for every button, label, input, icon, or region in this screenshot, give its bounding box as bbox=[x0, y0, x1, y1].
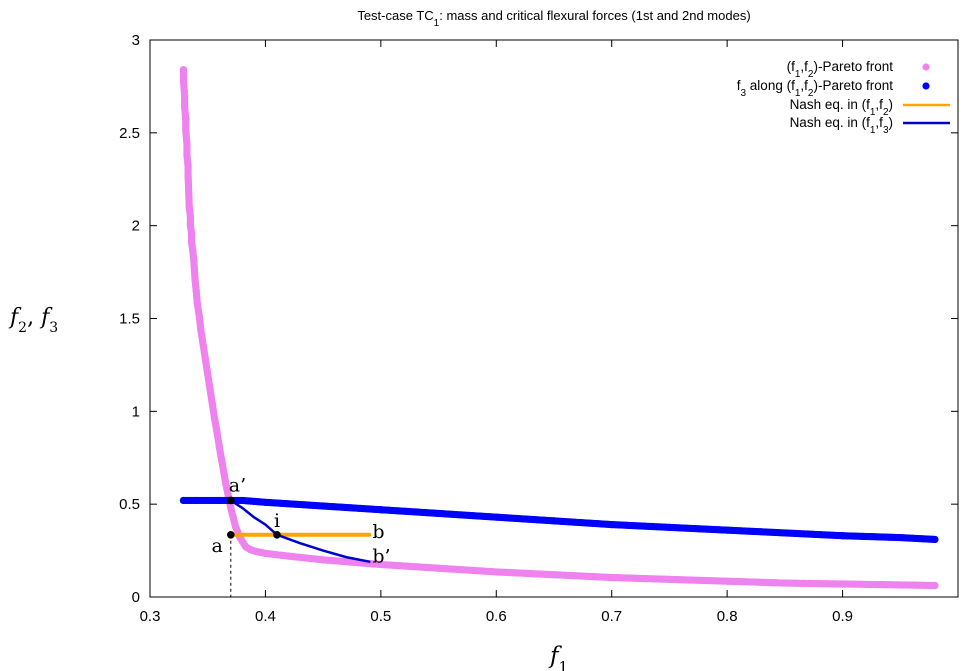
title-subscript: 1 bbox=[434, 18, 440, 29]
x-tick-label: 0.5 bbox=[370, 608, 391, 625]
legend-text: f bbox=[737, 78, 741, 93]
y-label-sub: 2 bbox=[18, 320, 27, 336]
legend-subscript: 2 bbox=[808, 88, 814, 99]
series-1 bbox=[179, 496, 939, 544]
legend-text: ,f bbox=[875, 97, 883, 112]
y-tick-label: 1.5 bbox=[119, 311, 140, 328]
legend-text: Nash eq. in (f bbox=[790, 97, 871, 112]
x-label-sub: 1 bbox=[558, 658, 568, 671]
legend-text: )-Pareto front bbox=[813, 59, 893, 74]
y-tick-label: 1 bbox=[132, 403, 140, 420]
annotation-label: a’ bbox=[229, 474, 246, 496]
y-tick-label: 0.5 bbox=[119, 496, 140, 513]
x-label-base: f bbox=[548, 643, 562, 669]
y-label-separator: , bbox=[27, 305, 41, 330]
series-layer bbox=[179, 66, 939, 597]
annotation-label: b bbox=[372, 521, 384, 543]
legend-text: Nash eq. in (f bbox=[790, 115, 871, 130]
x-tick-label: 0.8 bbox=[717, 608, 738, 625]
y-label-sub: 3 bbox=[49, 320, 58, 336]
x-tick-label: 0.6 bbox=[486, 608, 507, 625]
x-tick-label: 0.3 bbox=[140, 608, 161, 625]
legend-text: )-Pareto front bbox=[813, 78, 893, 93]
axes-layer: 0.3 0.4 0.5 0.6 0.7 0.8 0.9 0 0.5 1 1.5 2 2.5 3 bbox=[119, 32, 958, 625]
marker-point bbox=[227, 496, 235, 505]
y-tick-label: 3 bbox=[132, 32, 140, 49]
annotation-label: i bbox=[274, 510, 280, 532]
chart-title: Test-case TC1: mass and critical flexura… bbox=[357, 8, 750, 29]
y-tick-label: 0 bbox=[132, 589, 140, 606]
legend-subscript: 3 bbox=[740, 88, 746, 99]
x-tick-label: 0.4 bbox=[255, 608, 276, 625]
legend-subscript: 3 bbox=[883, 125, 889, 136]
legend-text: ,f bbox=[875, 115, 883, 130]
legend-text: along (f bbox=[746, 78, 795, 93]
legend-subscript: 1 bbox=[870, 125, 876, 136]
series-0 bbox=[179, 66, 939, 590]
y-tick-label: 2.5 bbox=[119, 125, 140, 142]
y-axis-label: f2, f3 bbox=[8, 305, 58, 336]
data-point bbox=[931, 581, 939, 590]
x-tick-label: 0.9 bbox=[832, 608, 853, 625]
x-axis-label: f1 bbox=[548, 643, 568, 671]
legend-entry: (f1,f2)-Pareto front bbox=[787, 59, 930, 80]
legend-entry: Nash eq. in (f1,f2) bbox=[790, 97, 950, 118]
legend-subscript: 1 bbox=[870, 107, 876, 118]
legend-subscript: 1 bbox=[795, 69, 801, 80]
legend-text: ) bbox=[889, 97, 894, 112]
legend-text: ,f bbox=[800, 59, 808, 74]
legend-subscript: 1 bbox=[795, 88, 801, 99]
legend-label: (f1,f2)-Pareto front bbox=[787, 59, 894, 80]
marker-point bbox=[273, 531, 281, 539]
legend-subscript: 2 bbox=[808, 69, 814, 80]
legend-entry: f3 along (f1,f2)-Pareto front bbox=[737, 78, 930, 99]
marker-point bbox=[227, 531, 235, 539]
title-part: Test-case TC bbox=[357, 8, 433, 23]
legend-text: ,f bbox=[800, 78, 808, 93]
legend-label: f3 along (f1,f2)-Pareto front bbox=[737, 78, 894, 99]
title-part: : mass and critical flexural forces (1st… bbox=[439, 8, 750, 23]
legend-entry: Nash eq. in (f1,f3) bbox=[790, 115, 950, 136]
annotation-label: b’ bbox=[372, 546, 390, 568]
legend-text: ) bbox=[889, 115, 894, 130]
legend-subscript: 2 bbox=[883, 107, 889, 118]
x-tick-label: 0.7 bbox=[601, 608, 622, 625]
text-layer: aa’i bb’Test-case TC1: mass and critical … bbox=[8, 8, 751, 671]
y-tick-label: 2 bbox=[132, 218, 140, 235]
legend-label: Nash eq. in (f1,f3) bbox=[790, 115, 893, 136]
legend-swatch-point bbox=[922, 63, 930, 71]
legend-label: Nash eq. in (f1,f2) bbox=[790, 97, 893, 118]
legend-swatch-point bbox=[922, 82, 930, 90]
annotation-label: a bbox=[211, 535, 222, 557]
data-point bbox=[931, 535, 939, 544]
legend-text: (f bbox=[787, 59, 795, 74]
